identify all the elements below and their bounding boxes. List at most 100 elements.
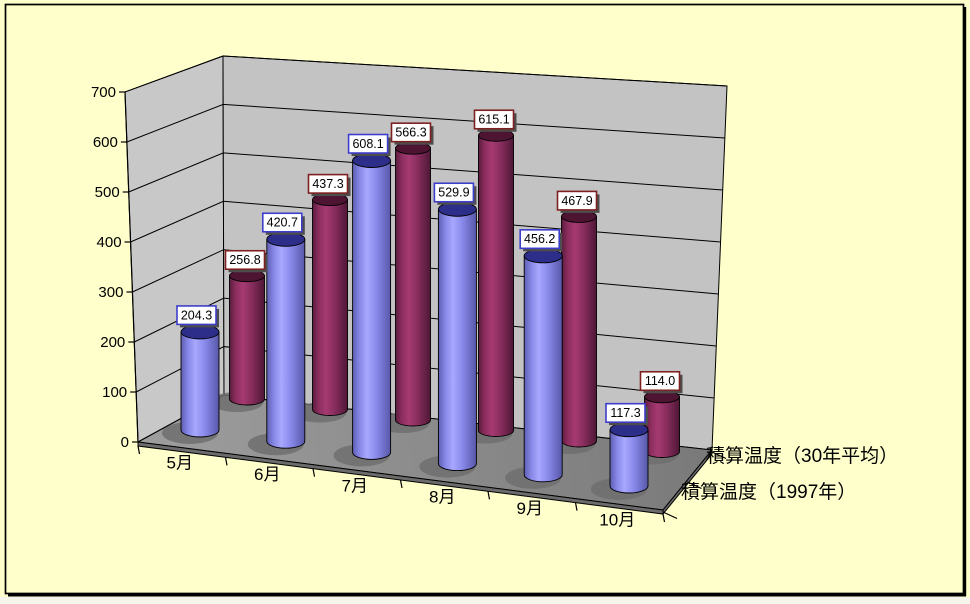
value-axis-tick-label: 700 — [91, 84, 116, 101]
data-label-back-10月: 114.0 — [639, 370, 683, 394]
data-label-box — [224, 249, 266, 271]
data-label-text: 529.9 — [438, 186, 469, 200]
cylinder-back-5月 — [229, 269, 265, 406]
gridline-400 — [130, 200, 721, 243]
cylinder-body — [180, 331, 220, 438]
category-axis-tick — [137, 445, 141, 455]
cylinder-back-8月 — [478, 128, 514, 437]
category-label: 6月 — [254, 465, 280, 484]
data-label-box — [176, 305, 217, 326]
cylinder-front-8月 — [437, 201, 477, 472]
series-label-front: 積算温度（1997年） — [681, 481, 856, 503]
data-label-text: 204.3 — [181, 308, 212, 322]
data-label-front-8月: 529.9 — [433, 182, 477, 205]
category-label: 5月 — [167, 454, 193, 473]
category-axis-tick — [662, 513, 666, 523]
cylinder-body — [523, 255, 563, 483]
cylinder-row-front — [180, 153, 649, 494]
category-axis-tick — [224, 457, 228, 466]
data-label-box — [519, 229, 561, 250]
category-label: 7月 — [342, 476, 368, 495]
cylinder-back-10月 — [644, 390, 680, 458]
data-label-box — [473, 109, 515, 130]
cylinder-body — [266, 238, 306, 449]
data-labels: 256.8 437.3 566.3 615.1 467.9 114.0 204.3 420.7… — [176, 109, 683, 426]
data-label-back-6月: 437.3 — [307, 173, 351, 197]
value-axis-tick-label: 600 — [93, 134, 118, 151]
value-axis-tick-label: 500 — [95, 184, 120, 201]
data-label-box — [605, 402, 646, 423]
cylinder-front-6月 — [266, 231, 306, 449]
cylinder-body — [352, 160, 392, 460]
series-axis-tick — [687, 481, 702, 490]
data-label-text: 437.3 — [312, 177, 343, 191]
data-label-text: 117.3 — [610, 406, 640, 420]
data-label-back-7月: 566.3 — [390, 122, 434, 145]
data-label-front-5月: 204.3 — [176, 305, 219, 328]
cylinder-back-9月 — [561, 209, 597, 448]
data-label-front-9月: 456.2 — [519, 229, 563, 252]
value-axis-tick-label: 300 — [98, 284, 123, 301]
category-axis-tick — [487, 491, 491, 500]
gridline-500 — [128, 152, 723, 193]
gridline-600 — [126, 103, 725, 143]
data-label-text: 467.9 — [561, 194, 592, 208]
series-axis: 積算温度（30年平均） 積算温度（1997年） — [662, 445, 898, 520]
cylinder-front-5月 — [180, 324, 220, 438]
category-label: 9月 — [517, 499, 543, 518]
series-axis-tick — [662, 511, 678, 520]
data-label-box — [390, 122, 432, 143]
cylinder-body — [561, 215, 597, 448]
data-label-box — [347, 133, 389, 154]
data-label-text: 615.1 — [478, 113, 509, 127]
cylinder-back-6月 — [312, 193, 348, 416]
value-axis: 0 100 200 300 400 500 600 700 — [91, 84, 139, 451]
data-label-text: 566.3 — [395, 126, 426, 140]
cylinder-front-7月 — [352, 153, 392, 460]
cylinder-body — [644, 396, 680, 458]
canvas-strip-bottom — [0, 597, 970, 604]
data-label-text: 114.0 — [645, 374, 675, 388]
value-axis-tick-label: 200 — [100, 334, 125, 351]
category-axis-tick — [399, 479, 403, 489]
cylinder-body — [609, 429, 649, 494]
cylinder-front-9月 — [523, 248, 563, 483]
data-label-text: 456.2 — [524, 232, 555, 246]
data-label-box — [261, 212, 303, 233]
gridline-700 — [124, 55, 728, 93]
cylinder-back-7月 — [395, 141, 431, 427]
category-axis-tick — [312, 468, 316, 477]
cylinder-body — [229, 275, 265, 406]
data-label-back-9月: 467.9 — [556, 190, 600, 213]
cylinder-body — [312, 199, 348, 416]
value-axis-tick-label: 100 — [102, 384, 127, 401]
data-label-box — [307, 173, 349, 194]
value-axis-line — [124, 91, 139, 443]
data-label-front-6月: 420.7 — [261, 212, 305, 235]
category-label: 10月 — [599, 510, 635, 529]
data-label-front-7月: 608.1 — [347, 133, 391, 157]
cylinder-body — [437, 208, 477, 472]
data-label-box — [639, 370, 681, 392]
cylinder-body — [395, 147, 431, 427]
series-label-back: 積算温度（30年平均） — [706, 445, 898, 467]
category-label: 8月 — [429, 488, 455, 507]
category-axis-tick — [574, 502, 578, 511]
data-label-back-8月: 615.1 — [473, 109, 517, 132]
data-label-text: 420.7 — [267, 216, 298, 230]
data-label-box — [556, 190, 598, 211]
cylinder-front-10月 — [609, 422, 649, 494]
value-axis-tick-label: 400 — [97, 234, 122, 251]
data-label-text: 256.8 — [229, 253, 260, 267]
data-label-box — [433, 182, 475, 203]
data-label-text: 608.1 — [352, 137, 383, 151]
data-label-front-10月: 117.3 — [605, 402, 648, 426]
value-axis-tick-label: 0 — [121, 434, 129, 451]
cylinder-body — [478, 134, 514, 437]
series-axis-tick — [711, 451, 727, 460]
category-axis: 5月 6月 7月 8月 9月 10月 — [137, 445, 666, 529]
cylinder-row-back — [229, 128, 680, 458]
data-label-back-5月: 256.8 — [224, 249, 268, 273]
